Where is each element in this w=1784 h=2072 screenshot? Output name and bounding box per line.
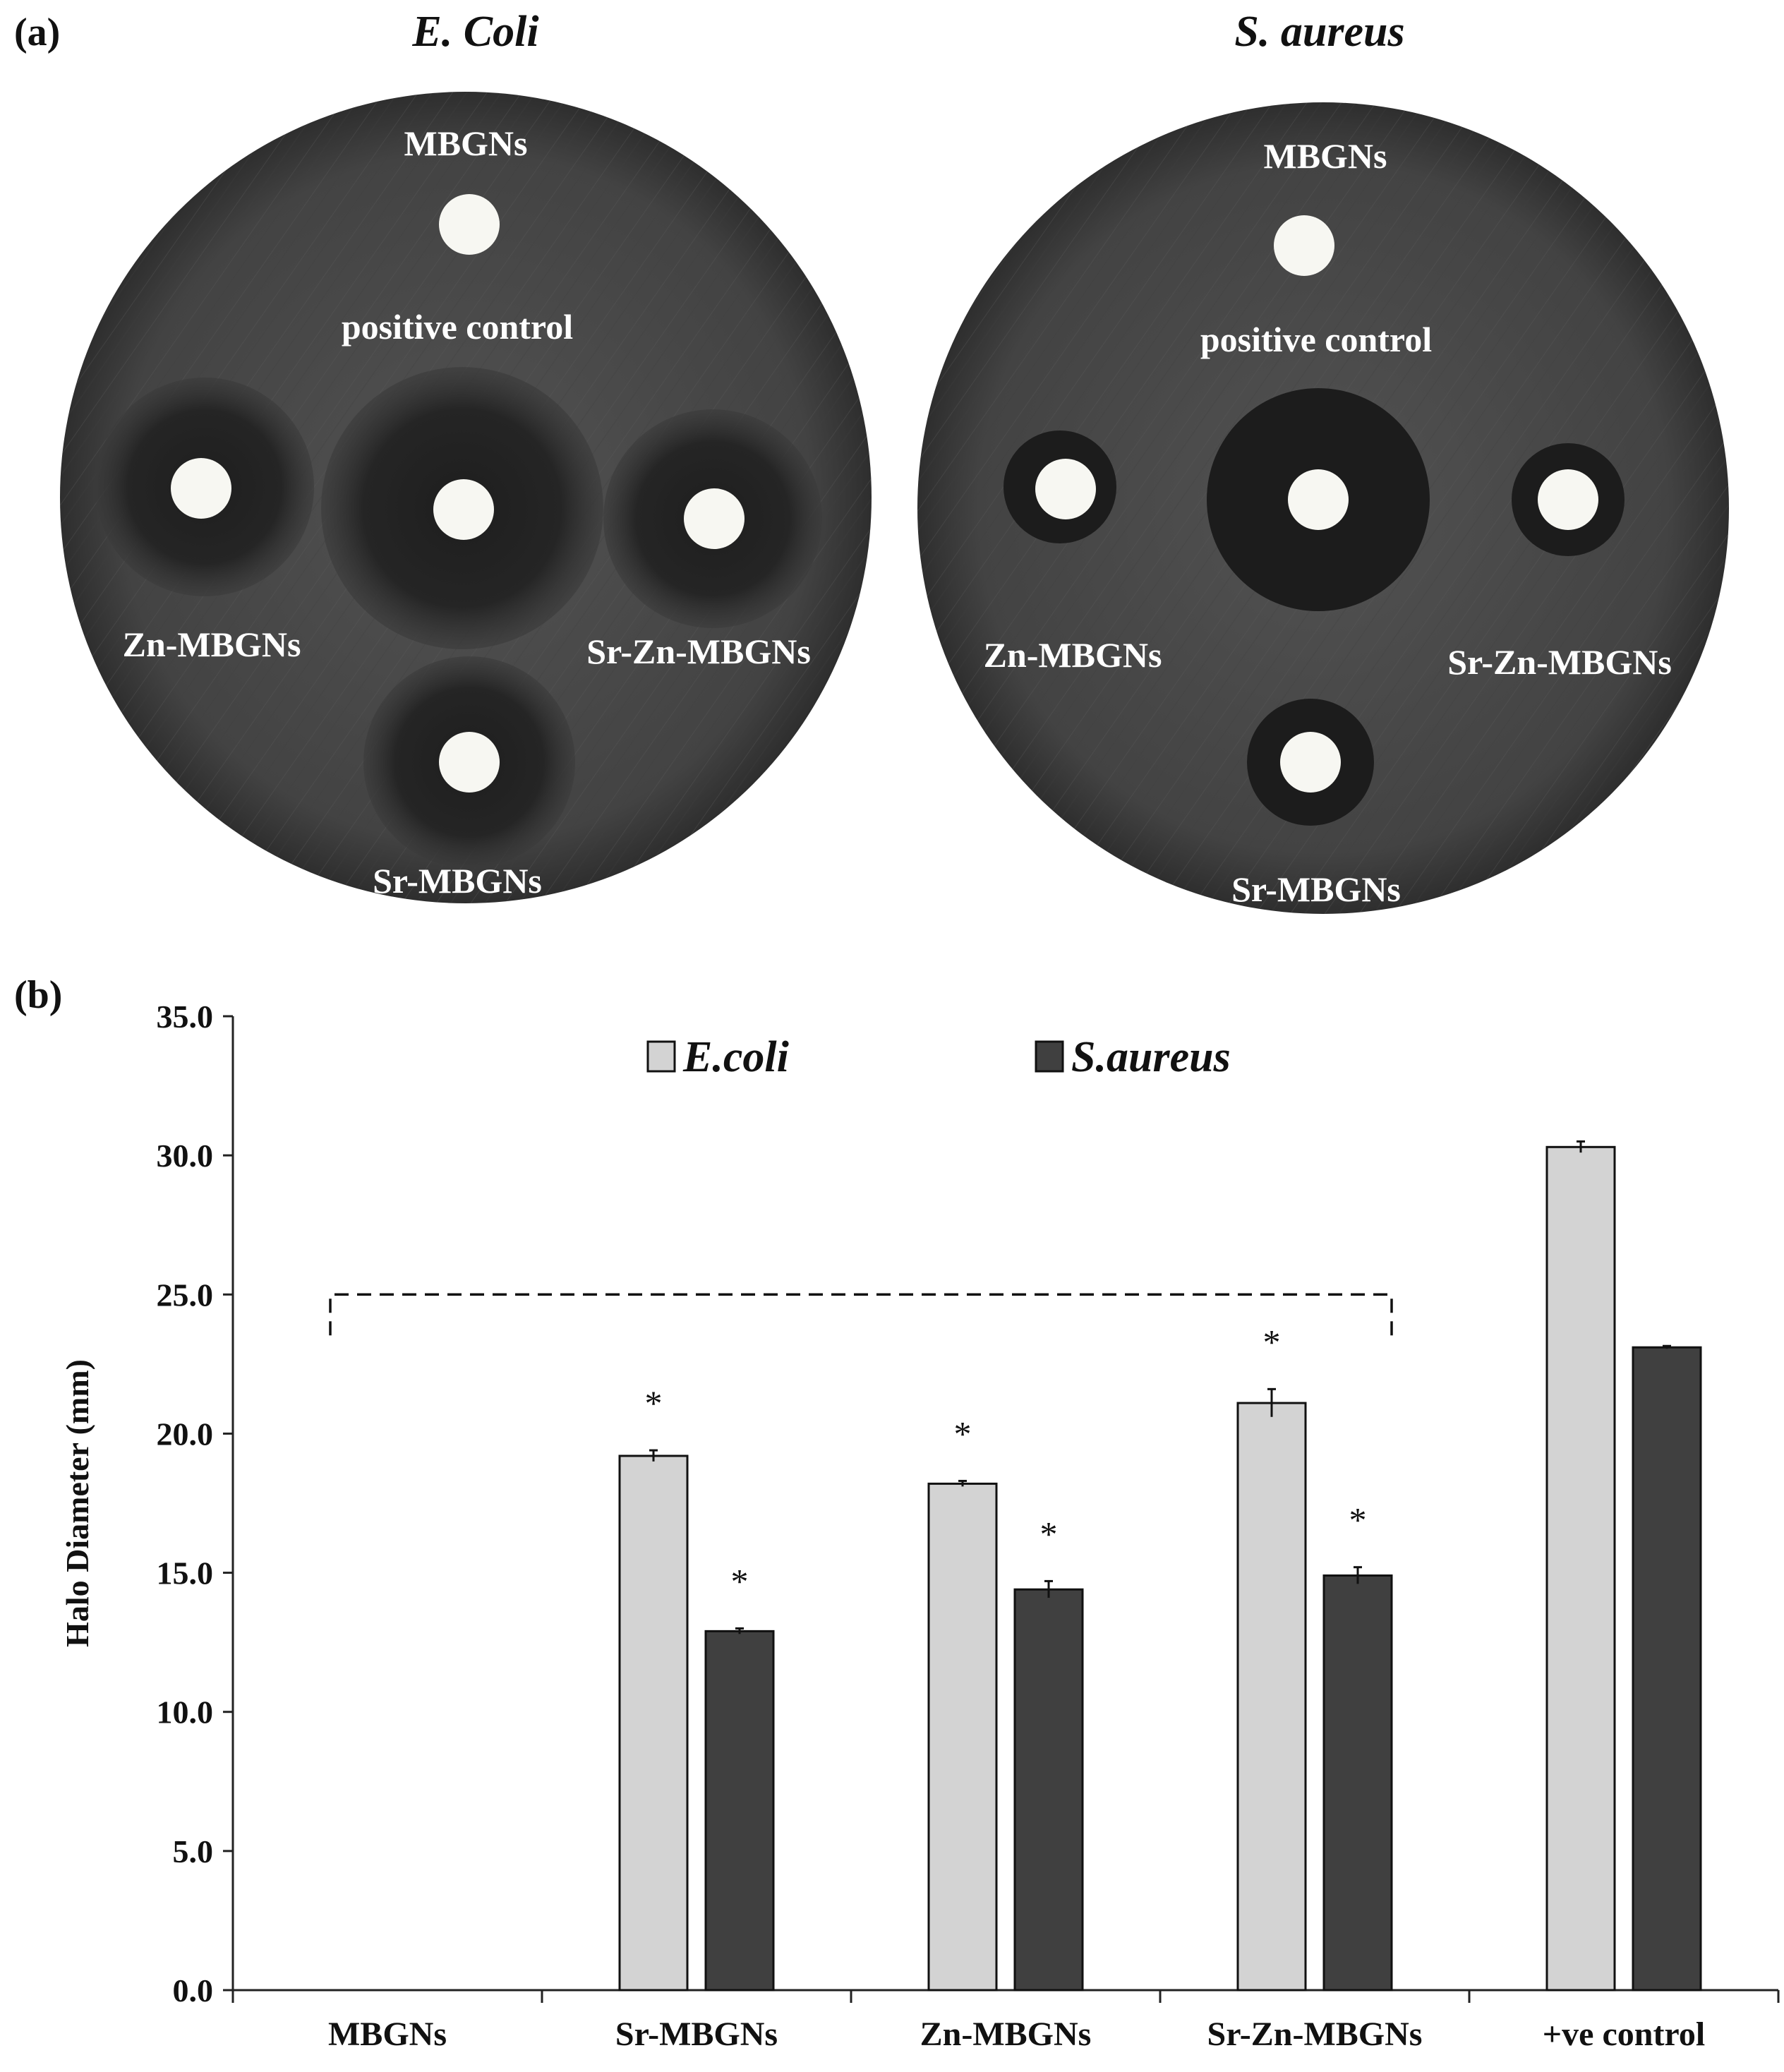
significance-marker: * [1263,1322,1281,1361]
plate-title-saureus: S. aureus [1234,8,1405,56]
bar-saureus [704,1630,775,1992]
label-ecoli-mbgns: MBGNs [404,124,528,163]
y-tick-label: 35.0 [157,999,214,1035]
disk-saureus-sr [1280,732,1341,793]
disk-ecoli-zn [171,458,231,519]
legend-swatch-ecoli [646,1040,676,1073]
y-tick-label: 20.0 [157,1416,214,1452]
disk-saureus-zn [1035,459,1096,519]
x-tick-label: Zn-MBGNs [920,2016,1092,2053]
label-saureus-zn: Zn-MBGNs [984,635,1162,675]
label-saureus-mbgns: MBGNs [1264,136,1387,176]
bar-ecoli [1545,1145,1616,1992]
label-ecoli-srzn: Sr-Zn-MBGNs [586,632,811,671]
significance-marker: * [645,1383,663,1423]
bar-saureus [1632,1346,1702,1992]
significance-marker: * [1349,1500,1367,1540]
label-saureus-srzn: Sr-Zn-MBGNs [1447,642,1672,682]
y-tick-label: 0.0 [173,1972,214,2008]
bar-saureus [1322,1574,1393,1992]
y-tick-label: 5.0 [173,1833,214,1869]
disk-saureus-srzn [1538,469,1598,530]
plate-title-ecoli: E. Coli [412,8,539,56]
significance-marker: * [954,1414,972,1453]
x-tick-label: Sr-Zn-MBGNs [1207,2016,1423,2053]
agar-plates-figure: MBGNs positive control Zn-MBGNs Sr-Zn-MB… [60,92,1729,914]
x-tick-label: Sr-MBGNs [615,2016,778,2053]
x-tick-label: MBGNs [328,2016,447,2053]
disk-saureus-mbgns [1274,215,1334,276]
halo-diameter-chart: 0.0 5.0 10.0 15.0 20.0 25.0 30.0 35.0 Halo Diame… [59,999,1780,2053]
y-tick-label: 25.0 [157,1277,214,1313]
y-tick-label: 30.0 [157,1138,214,1174]
plate-ecoli: MBGNs positive control Zn-MBGNs Sr-Zn-MB… [60,92,872,903]
legend-swatch-saureus [1035,1040,1064,1073]
bar-saureus [1013,1588,1084,1992]
disk-ecoli-mbgns [439,194,500,255]
label-ecoli-zn: Zn-MBGNs [123,625,301,664]
comparison-bracket [329,1293,1393,1336]
label-ecoli-positive: positive control [342,307,573,347]
significance-marker: * [1040,1514,1058,1553]
plate-saureus: MBGNs positive control Zn-MBGNs Sr-Zn-MB… [917,102,1729,914]
y-axis-title: Halo Diameter (mm) [59,1359,95,1647]
x-tick-label: +ve control [1543,2016,1705,2053]
bar-ecoli [618,1454,689,1992]
significance-marker: * [731,1561,749,1601]
disk-ecoli-srzn [684,488,745,549]
disk-ecoli-sr [439,732,500,793]
disk-ecoli-positive [433,479,494,540]
panel-b-label: (b) [14,973,63,1017]
disk-saureus-positive [1288,469,1349,530]
panel-a-label: (a) [14,11,61,54]
label-saureus-sr: Sr-MBGNs [1231,869,1401,909]
y-tick-label: 10.0 [157,1694,214,1730]
label-ecoli-sr: Sr-MBGNs [373,861,542,901]
bar-ecoli [1236,1402,1307,1992]
label-saureus-positive: positive control [1200,320,1432,359]
legend-label-saureus: S.aureus [1071,1033,1231,1081]
bar-ecoli [927,1482,998,1992]
y-tick-label: 15.0 [157,1555,214,1591]
legend-label-ecoli: E.coli [682,1033,789,1081]
